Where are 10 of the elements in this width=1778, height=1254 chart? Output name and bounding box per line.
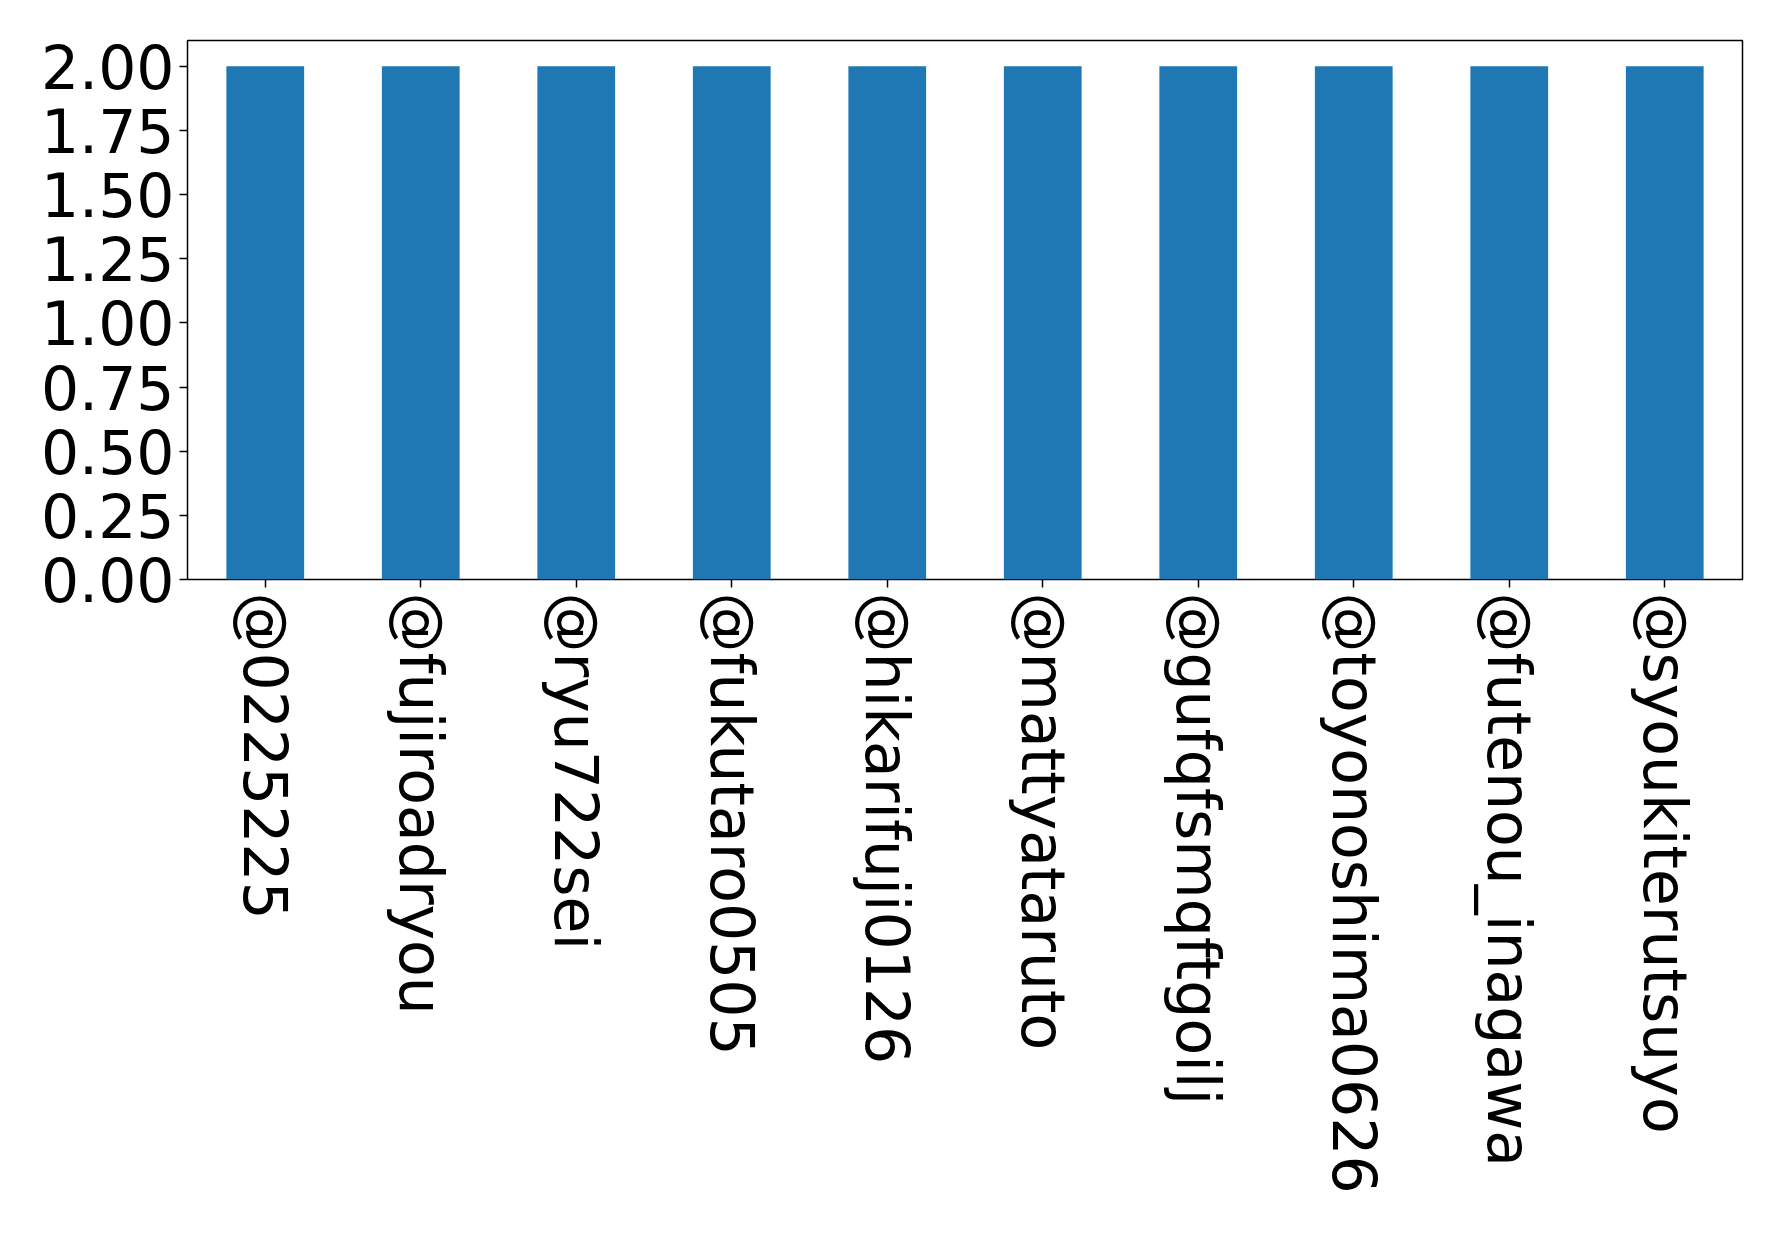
x-tick-label: @fujiroadryou [385,592,456,1015]
x-tick-label: @0225225 [230,592,301,920]
x-tick-label: @fukutaro0505 [696,592,767,1056]
x-tick-label: @ryu722sei [541,592,612,951]
x-tick-label: @mattyataruto [1007,592,1078,1051]
x-tick-label: @gufqfsmqftgoilj [1163,592,1234,1106]
x-tick-label: @syoukiterutsuyo [1629,592,1700,1134]
x-tick-label: @hikarifuji0126 [852,592,923,1065]
x-tick-label: @futenou_inagawa [1474,592,1545,1168]
x-tick-label: @toyonoshima0626 [1318,592,1389,1194]
